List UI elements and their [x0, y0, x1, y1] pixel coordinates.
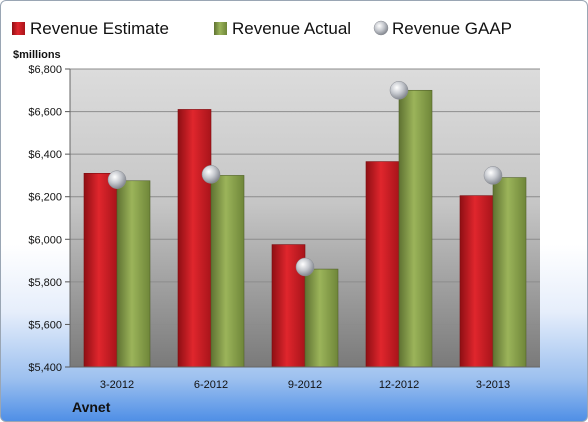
y-tick-label: $6,200: [28, 192, 62, 204]
y-tick-label: $6,800: [28, 64, 62, 76]
legend-label: Revenue Actual: [232, 19, 351, 38]
gaap-marker-9-2012: [295, 257, 315, 277]
y-tick-label: $6,600: [28, 107, 62, 119]
x-tick-label: 9-2012: [288, 379, 322, 391]
gaap-marker-3-2013: [483, 166, 503, 185]
y-tick-label: $5,600: [28, 319, 62, 331]
actual-bar-3-2013: [492, 177, 527, 368]
estimate-bar-6-2012: [177, 109, 212, 368]
y-tick-label: $6,400: [28, 149, 62, 161]
bars: [83, 89, 527, 368]
x-axis: 3-2012 6-2012 9-2012 12-2012 3-2013: [70, 366, 540, 391]
estimate-bar-3-2013: [459, 195, 494, 368]
y-unit-label: $millions: [13, 49, 61, 61]
y-axis: $5,400 $5,600 $5,800 $6,000 $6,200 $6,400 $6,6…: [28, 64, 71, 374]
actual-bar-12-2012: [398, 89, 433, 368]
y-tick-label: $5,400: [28, 362, 62, 374]
gaap-marker-12-2012: [389, 81, 409, 100]
actual-bar-9-2012: [304, 268, 339, 368]
y-tick-label: $5,800: [28, 277, 62, 289]
x-tick-label: 12-2012: [379, 379, 419, 391]
estimate-bar-12-2012: [365, 161, 400, 368]
x-tick-label: 3-2012: [100, 379, 134, 391]
y-tick-label: $6,000: [28, 234, 62, 246]
actual-bar-6-2012: [210, 175, 245, 368]
x-tick-label: 6-2012: [194, 379, 228, 391]
legend-label: Revenue Estimate: [30, 19, 169, 38]
gaap-markers: [107, 81, 503, 277]
legend-swatch-gaap: [373, 20, 389, 36]
legend-swatch-actual: [214, 22, 227, 35]
legend-label: Revenue GAAP: [392, 19, 512, 38]
actual-bar-3-2012: [116, 180, 151, 368]
estimate-bar-3-2012: [83, 173, 118, 368]
gaap-marker-6-2012: [201, 165, 221, 184]
company-label: Avnet: [72, 399, 111, 415]
legend: Revenue Estimate Revenue Actual Revenue GA…: [12, 19, 512, 38]
gaap-marker-3-2012: [107, 170, 127, 189]
legend-swatch-estimate: [12, 22, 25, 35]
x-tick-label: 3-2013: [476, 379, 510, 391]
